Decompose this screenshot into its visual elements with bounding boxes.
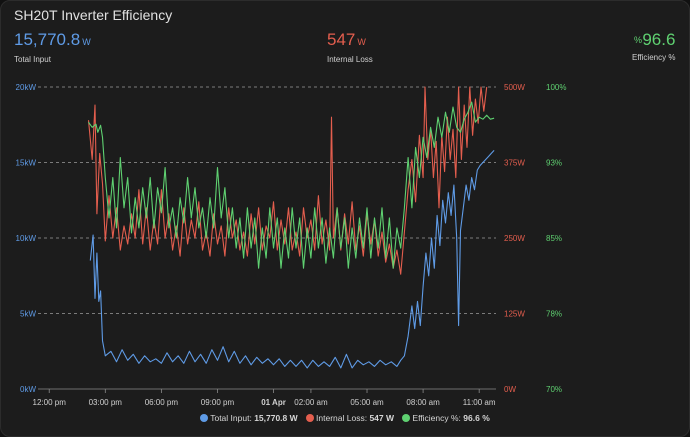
internal-loss-stat[interactable]: 547 W Internal Loss [327,30,373,64]
series-line-efficiency [88,101,495,269]
y-tick-label-eff: 85% [546,234,562,243]
x-tick-label: 12:00 pm [33,398,67,407]
x-tick-label: 08:00 am [406,398,440,407]
y-tick-label-loss: 500W [504,83,525,92]
legend-label-efficiency: Efficiency %: [412,413,461,423]
legend-value-internal-loss: 547 W [369,413,395,423]
total-input-unit: W [82,37,91,47]
legend-dot-internal-loss [306,414,315,422]
total-input-stat[interactable]: 15,770.8 W Total Input [14,30,91,64]
internal-loss-label: Internal Loss [327,55,373,64]
total-input-value: 15,770.8 [14,30,81,49]
efficiency-label: Efficiency % [632,53,676,62]
efficiency-value: 96.6 [642,30,676,49]
y-tick-label-eff: 100% [546,83,566,92]
legend-item-efficiency[interactable]: Efficiency %: 96.6 % [402,413,490,423]
legend-dot-total-input [200,414,209,422]
chart-legend: Total Input: 15,770.8 W Internal Loss: 5… [1,413,689,423]
y-tick-label-input: 20kW [16,83,37,92]
x-tick-label: 09:00 pm [201,398,235,407]
y-tick-label-loss: 125W [504,310,525,319]
legend-label-total-input: Total Input: [210,413,252,423]
y-tick-label-input: 15kW [16,159,37,168]
y-tick-label-eff: 93% [546,159,562,168]
efficiency-stat[interactable]: 96.6% Efficiency % [632,30,675,62]
y-tick-label-input: 10kW [16,234,37,243]
legend-value-efficiency: 96.6 % [463,413,490,423]
y-tick-label-loss: 375W [504,159,525,168]
efficiency-chart[interactable]: 0kW 5kW 10kW 15kW 20kW 0W 125W 250W 375W 500W 70% 7… [1,1,689,411]
legend-item-total-input[interactable]: Total Input: 15,770.8 W [200,413,298,423]
x-tick-label: 05:00 am [350,398,384,407]
legend-item-internal-loss[interactable]: Internal Loss: 547 W [306,413,394,423]
y-tick-label-input: 0kW [20,385,36,394]
y-tick-label-loss: 250W [504,234,525,243]
x-tick-label: 02:00 am [294,398,328,407]
x-tick-label: 11:00 am [463,398,496,407]
y-tick-label-eff: 70% [546,385,562,394]
series-line-total-input [89,150,495,369]
y-tick-label-loss: 0W [504,385,516,394]
x-tick-label: 03:00 pm [89,398,123,407]
efficiency-unit: % [634,35,643,45]
legend-value-total-input: 15,770.8 W [254,413,298,423]
series-line-internal-loss [87,86,488,275]
total-input-label: Total Input [14,55,51,64]
internal-loss-value: 547 [327,30,356,49]
legend-dot-efficiency [402,414,411,422]
legend-label-internal-loss: Internal Loss: [316,413,368,423]
internal-loss-unit: W [357,37,366,47]
y-tick-label-input: 5kW [20,310,36,319]
x-tick-label: 06:00 pm [145,398,179,407]
card-title: SH20T Inverter Efficiency [14,7,173,23]
x-tick-label: 01 Apr [261,398,286,407]
y-tick-label-eff: 78% [546,310,562,319]
